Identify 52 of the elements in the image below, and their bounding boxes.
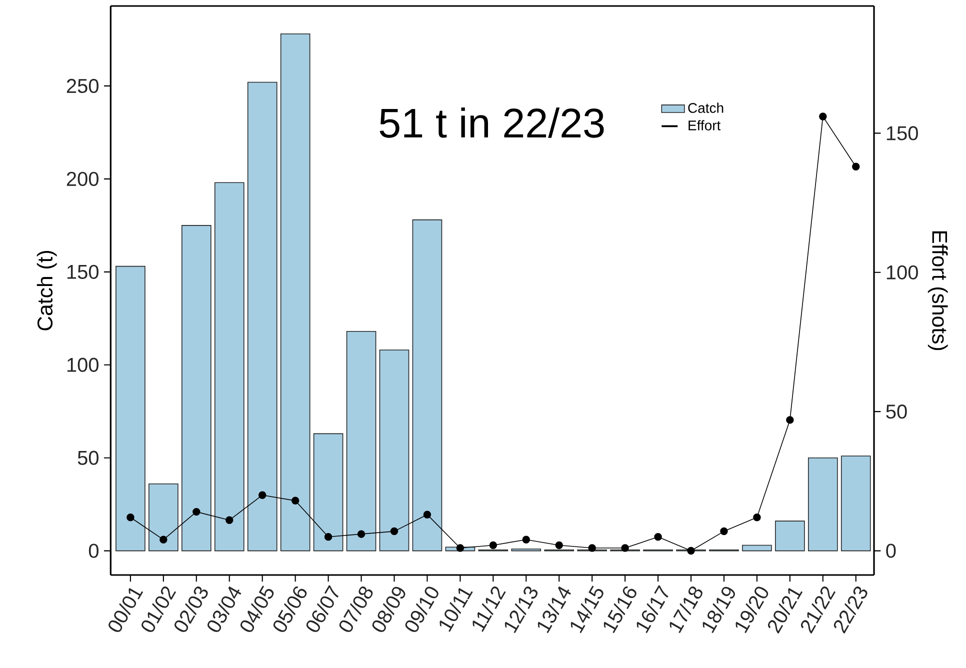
point xyxy=(126,514,134,522)
y-tick-label: 250 xyxy=(66,78,98,94)
point xyxy=(489,541,498,550)
y-axis-title: Catch (t) xyxy=(36,250,57,330)
bar xyxy=(148,483,178,552)
point xyxy=(456,544,464,552)
point xyxy=(753,514,761,522)
point xyxy=(654,532,662,541)
y-tick-label: 100 xyxy=(67,358,98,372)
bar xyxy=(379,350,410,552)
point xyxy=(522,536,530,544)
point xyxy=(621,544,629,552)
legend-label: Catch xyxy=(688,102,724,113)
bar xyxy=(808,457,838,552)
bar xyxy=(116,266,146,552)
point xyxy=(819,112,827,120)
point xyxy=(390,527,398,536)
point xyxy=(291,496,300,505)
point xyxy=(555,541,563,550)
bar xyxy=(247,82,278,552)
y2-tick-label: 50 xyxy=(886,404,907,419)
point xyxy=(226,516,234,524)
y2-axis-title: Effort (shots) xyxy=(928,231,948,350)
point xyxy=(160,536,168,544)
y-tick-label: 150 xyxy=(67,264,98,279)
bar xyxy=(346,331,376,552)
bar xyxy=(412,219,442,552)
y2-tick-label: 100 xyxy=(886,265,918,280)
point xyxy=(423,510,432,518)
annotation: 51 t in 22/23 xyxy=(380,107,604,138)
point xyxy=(192,508,200,516)
y-tick-label: 200 xyxy=(66,172,98,186)
point xyxy=(258,491,266,499)
point xyxy=(357,530,366,538)
point xyxy=(687,546,695,555)
y2-tick-label: 150 xyxy=(886,126,918,140)
legend-label: Effort xyxy=(688,120,721,130)
point xyxy=(324,532,332,541)
bar xyxy=(313,433,344,552)
y-tick-label: 0 xyxy=(88,544,98,558)
bar xyxy=(214,182,244,552)
bar xyxy=(840,456,871,552)
y2-tick-label: 0 xyxy=(886,544,896,558)
bar xyxy=(775,520,805,552)
y-tick-label: 50 xyxy=(78,450,98,465)
point xyxy=(786,416,794,424)
point xyxy=(852,162,860,170)
point xyxy=(720,527,728,536)
bar xyxy=(742,544,772,552)
bar xyxy=(280,33,310,552)
point xyxy=(588,544,596,552)
bar xyxy=(181,225,212,552)
